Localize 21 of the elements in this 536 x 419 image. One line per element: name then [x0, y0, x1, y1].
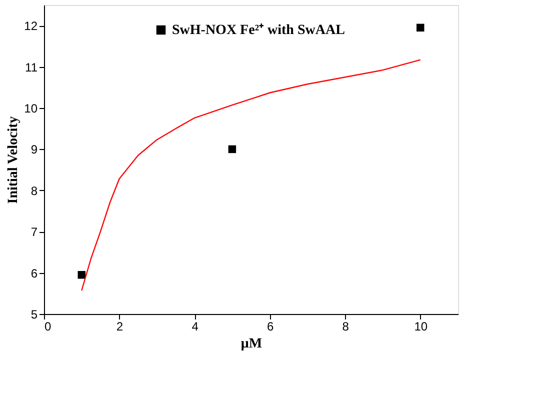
y-tick-label: 5 [30, 308, 38, 322]
legend-label: SwH-NOX Fe²⁺ with SwAAL [172, 23, 345, 38]
y-tick-label: 9 [30, 142, 38, 157]
y-tick-label: 7 [30, 225, 38, 240]
x-tick-label: 10 [414, 320, 428, 334]
point [78, 270, 86, 279]
x-tick-label: 8 [342, 320, 350, 334]
point [228, 145, 236, 154]
y-tick-label: 6 [30, 266, 38, 280]
y-tick-label: 12 [24, 19, 38, 34]
x-tick-label: 2 [116, 320, 124, 334]
point [416, 24, 424, 32]
line-series [81, 59, 421, 292]
y-tick-label: 11 [25, 60, 38, 74]
y-axis-title: Initial Velocity [6, 116, 22, 204]
x-tick-label: 4 [192, 320, 199, 334]
x-axis-title: μM [240, 336, 262, 352]
y-tick-label: 8 [30, 184, 38, 198]
y-tick-label: 10 [24, 102, 38, 116]
x-tick-label: 6 [266, 320, 274, 334]
x-tick-label: 0 [44, 320, 52, 334]
